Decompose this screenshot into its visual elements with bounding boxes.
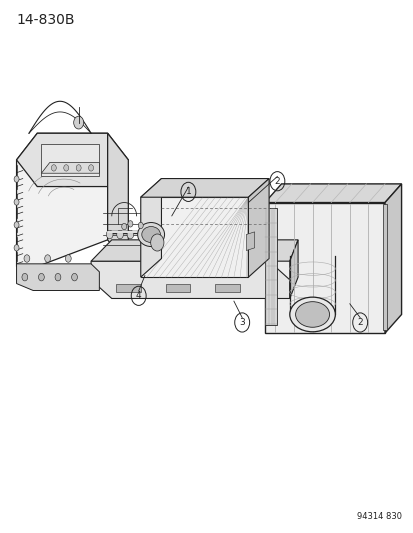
Polygon shape <box>91 261 289 298</box>
Circle shape <box>128 221 133 227</box>
Ellipse shape <box>289 297 335 332</box>
Polygon shape <box>140 179 268 197</box>
Circle shape <box>22 273 28 281</box>
Circle shape <box>14 199 19 205</box>
Polygon shape <box>248 179 268 277</box>
Circle shape <box>71 273 77 281</box>
Polygon shape <box>384 184 401 333</box>
Polygon shape <box>17 133 128 187</box>
Circle shape <box>76 165 81 171</box>
Circle shape <box>45 255 50 262</box>
Circle shape <box>24 255 30 262</box>
Circle shape <box>65 255 71 262</box>
Circle shape <box>51 165 56 171</box>
Circle shape <box>121 223 126 230</box>
Polygon shape <box>17 133 107 266</box>
Text: 14-830B: 14-830B <box>17 13 75 27</box>
Ellipse shape <box>137 223 164 247</box>
Circle shape <box>14 245 19 251</box>
Circle shape <box>116 230 123 239</box>
Circle shape <box>88 165 93 171</box>
Text: 94314 830: 94314 830 <box>356 512 401 521</box>
Circle shape <box>127 230 133 239</box>
Circle shape <box>106 230 113 239</box>
Polygon shape <box>41 144 99 176</box>
Polygon shape <box>264 208 277 325</box>
Polygon shape <box>17 264 99 290</box>
Text: 2: 2 <box>356 318 362 327</box>
Text: 4: 4 <box>135 292 141 300</box>
Polygon shape <box>140 179 161 277</box>
Circle shape <box>55 273 61 281</box>
Polygon shape <box>264 184 401 203</box>
Circle shape <box>74 116 83 129</box>
Circle shape <box>38 273 44 281</box>
Polygon shape <box>107 133 128 266</box>
Polygon shape <box>116 284 140 292</box>
Polygon shape <box>382 204 386 330</box>
Text: 1: 1 <box>185 188 191 196</box>
Polygon shape <box>91 240 297 261</box>
Circle shape <box>14 222 19 228</box>
Polygon shape <box>215 284 240 292</box>
Circle shape <box>14 176 19 182</box>
Polygon shape <box>140 197 248 277</box>
Text: 2: 2 <box>274 177 280 185</box>
Polygon shape <box>165 284 190 292</box>
Ellipse shape <box>295 302 329 327</box>
Polygon shape <box>264 203 384 333</box>
Polygon shape <box>246 232 254 251</box>
Polygon shape <box>41 163 99 173</box>
Circle shape <box>150 234 164 251</box>
Text: 3: 3 <box>239 318 244 327</box>
Circle shape <box>64 165 69 171</box>
Ellipse shape <box>141 227 160 243</box>
Circle shape <box>138 222 143 229</box>
Polygon shape <box>289 240 297 298</box>
